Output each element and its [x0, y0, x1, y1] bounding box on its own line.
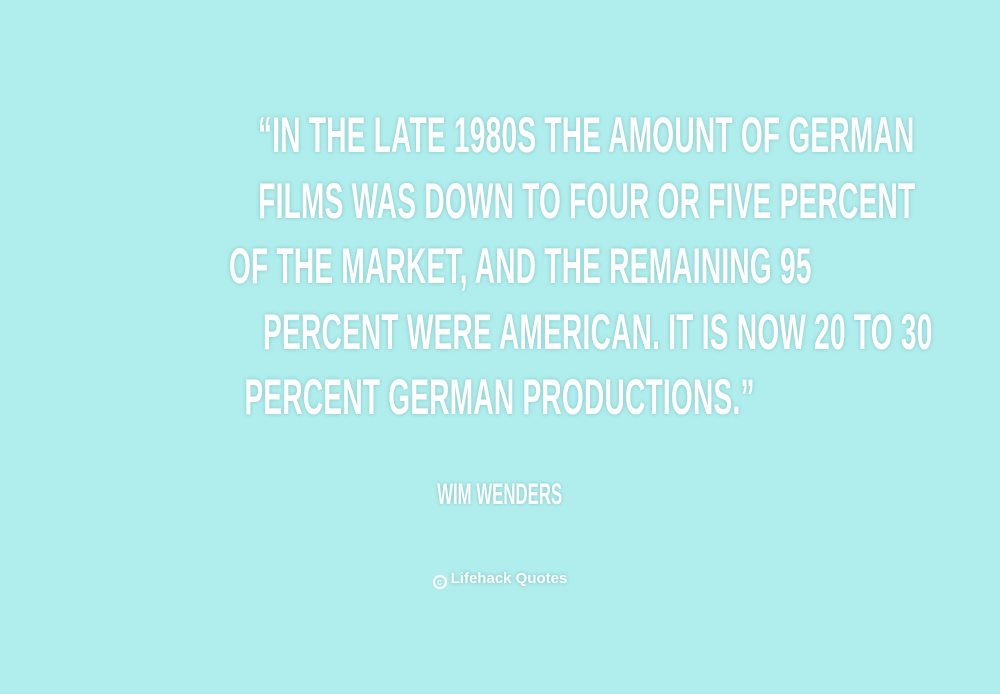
quote-author: WIM WENDERS — [437, 478, 563, 511]
quote-line: “IN THE LATE 1980S THE AMOUNT OF GERMAN — [257, 107, 915, 163]
quote-line: PERCENT GERMAN PRODUCTIONS.” — [244, 369, 756, 425]
quote-line: FILMS WAS DOWN TO FOUR OR FIVE PERCENT — [258, 172, 916, 229]
quote-text: “IN THE LATE 1980S THE AMOUNT OF GERMAN … — [0, 103, 1000, 431]
quote-line: OF THE MARKET, AND THE REMAINING 95 — [228, 238, 812, 294]
copyright-circle-icon: c — [432, 575, 447, 589]
quote-line: PERCENT WERE AMERICAN. IT IS NOW 20 TO 3… — [263, 303, 933, 360]
lifehack-logo: c Lifehack Quotes — [0, 570, 1000, 589]
